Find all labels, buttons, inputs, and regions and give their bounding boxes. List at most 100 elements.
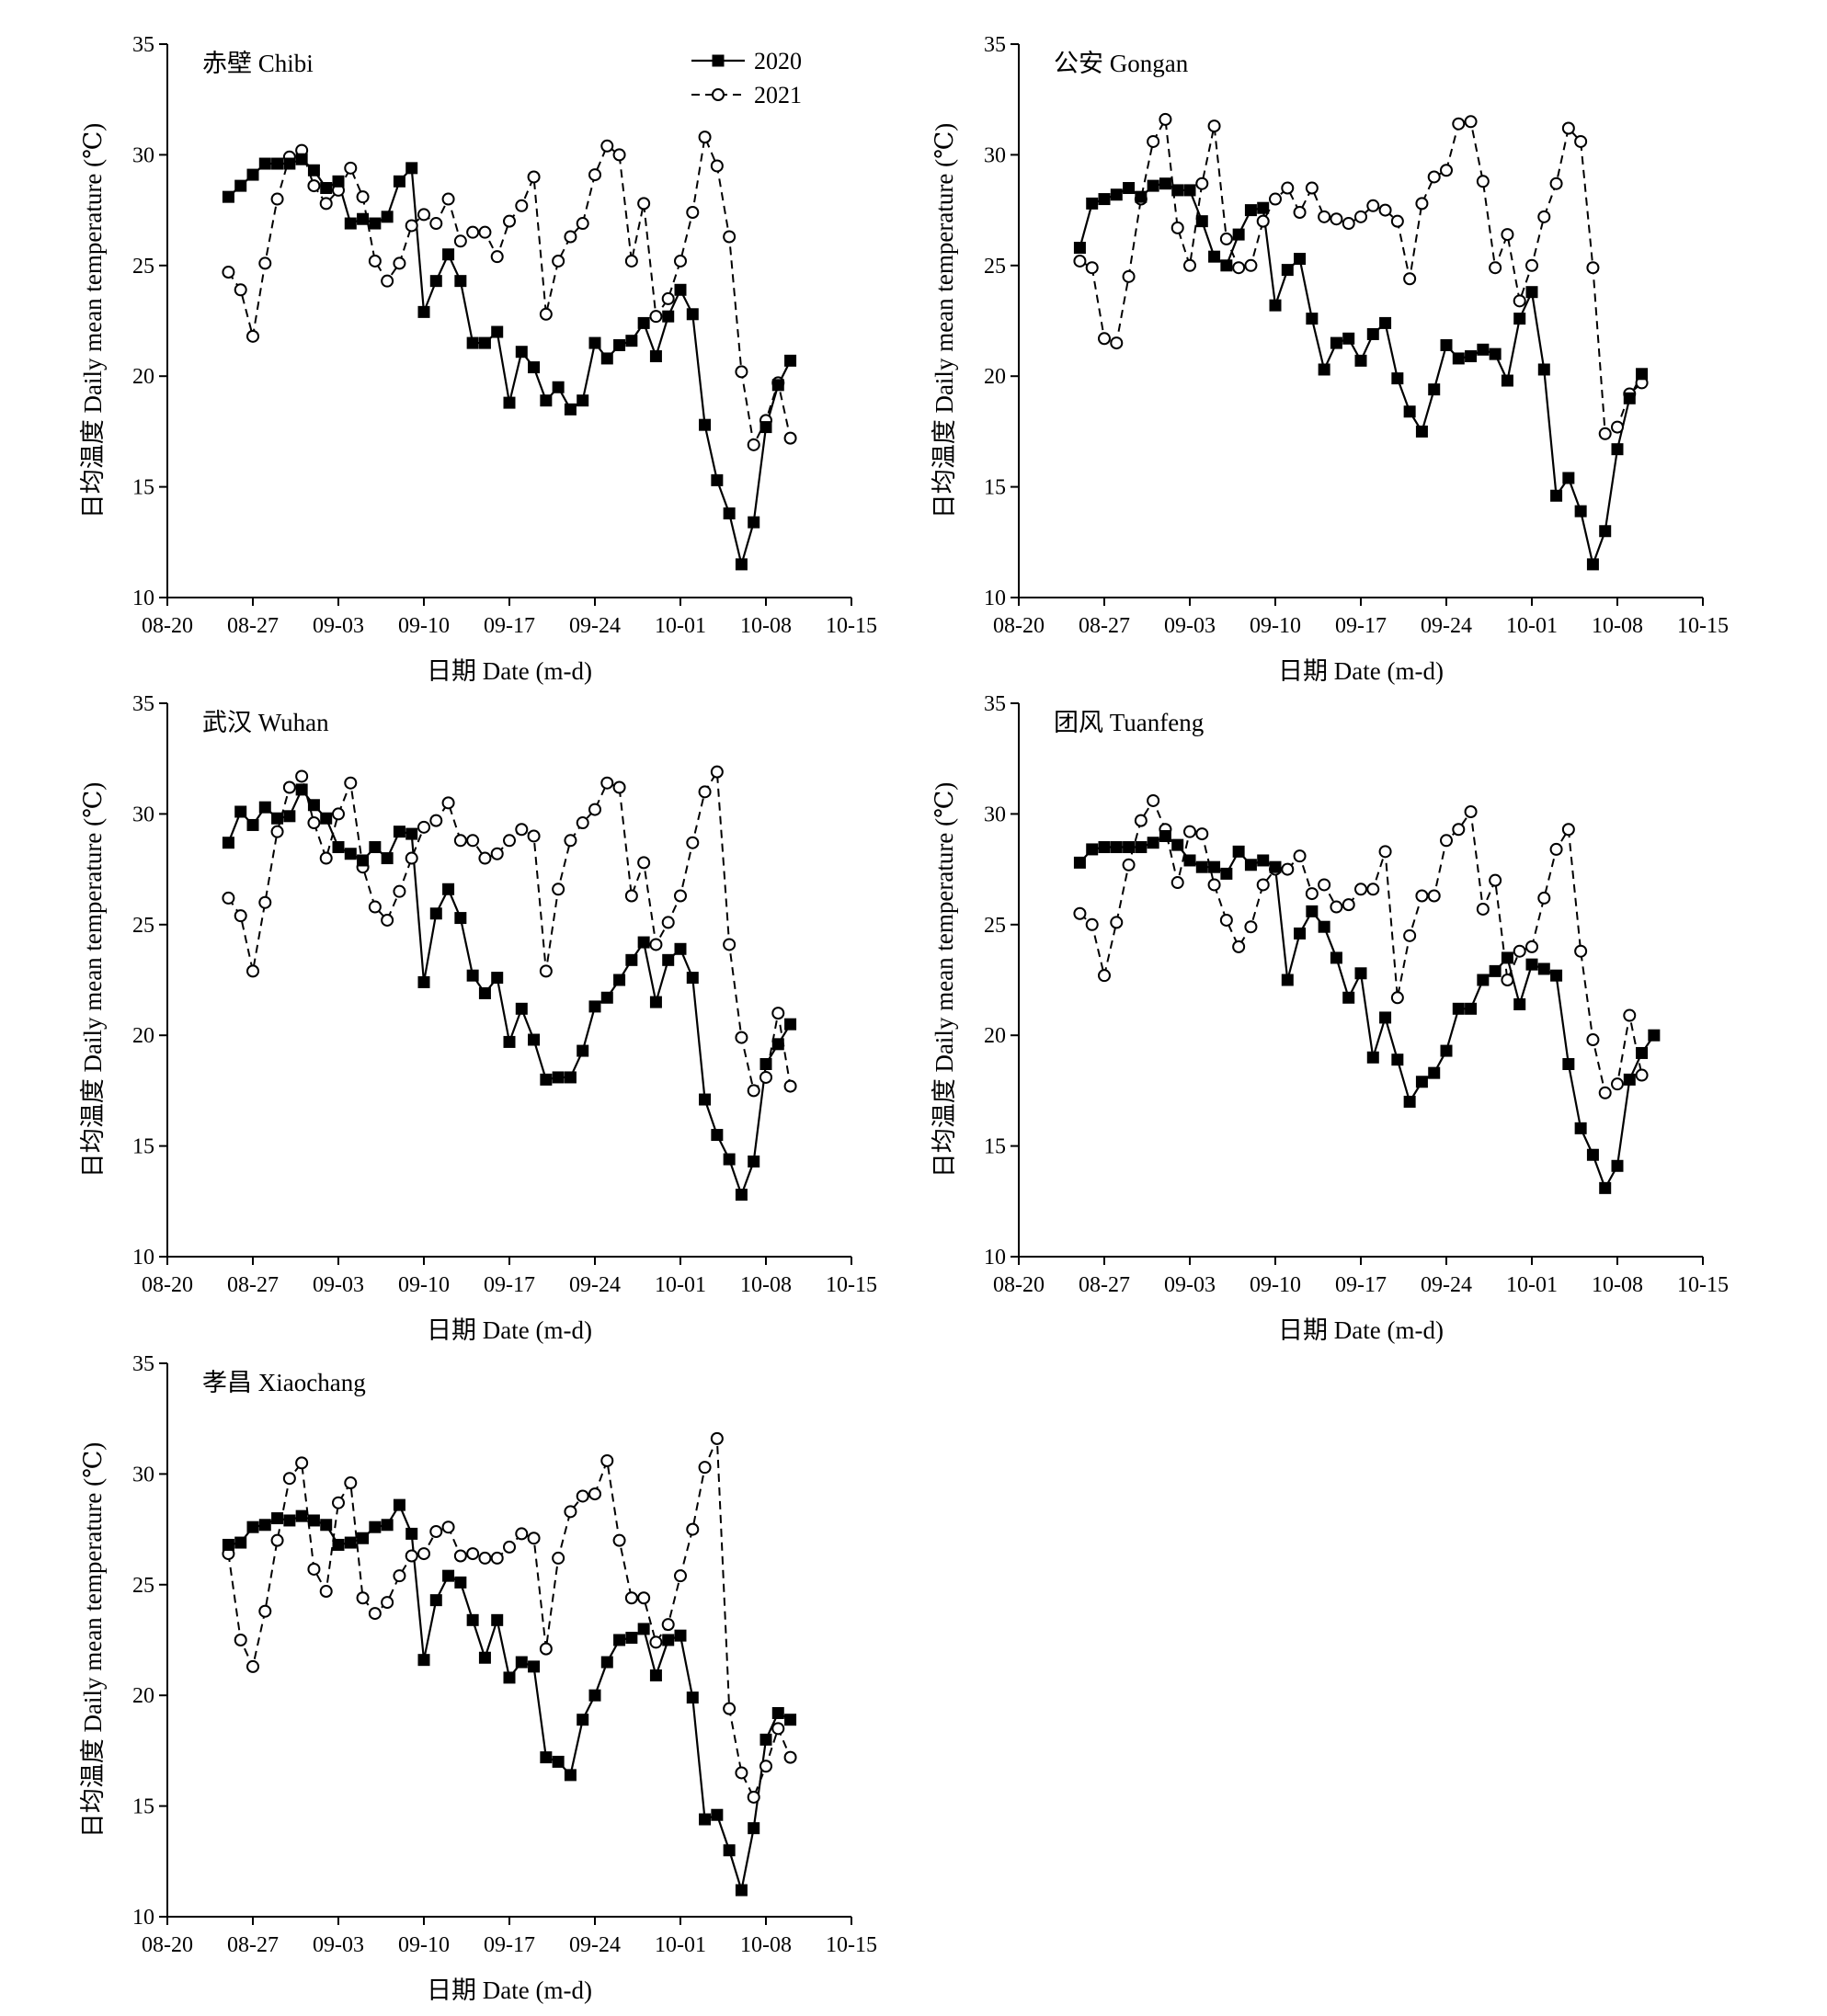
data-point-2021 bbox=[1390, 991, 1404, 1005]
data-point-2020 bbox=[1318, 363, 1330, 376]
data-point-2021 bbox=[612, 148, 626, 162]
data-point-2021 bbox=[576, 217, 589, 231]
data-point-2021 bbox=[759, 1070, 772, 1084]
data-point-2020 bbox=[1318, 920, 1330, 933]
data-point-2020 bbox=[369, 217, 382, 230]
data-point-2020 bbox=[246, 818, 259, 831]
data-point-2020 bbox=[540, 1073, 553, 1086]
data-point-2021 bbox=[282, 780, 296, 794]
y-tick-label: 35 bbox=[132, 1352, 154, 1376]
y-tick-label: 20 bbox=[132, 365, 154, 389]
y-tick-label: 35 bbox=[984, 33, 1006, 57]
data-point-2020 bbox=[1073, 856, 1086, 869]
data-point-2020 bbox=[515, 1002, 528, 1015]
data-point-2021 bbox=[1098, 969, 1111, 983]
data-point-2021 bbox=[515, 199, 529, 212]
data-point-2020 bbox=[1330, 951, 1342, 964]
data-point-2021 bbox=[588, 1487, 601, 1501]
data-point-2020 bbox=[771, 1038, 784, 1051]
data-point-2021 bbox=[393, 256, 406, 270]
data-point-2021 bbox=[1207, 878, 1221, 892]
data-point-2020 bbox=[1257, 201, 1270, 214]
data-point-2021 bbox=[1476, 175, 1490, 188]
data-point-2021 bbox=[1219, 913, 1233, 927]
data-point-2020 bbox=[649, 1669, 662, 1682]
data-point-2021 bbox=[1415, 197, 1429, 211]
data-point-2020 bbox=[1171, 184, 1184, 197]
y-tick-label: 35 bbox=[984, 692, 1006, 716]
data-point-2021 bbox=[429, 814, 443, 827]
data-point-2021 bbox=[1122, 269, 1136, 283]
data-point-2021 bbox=[624, 889, 638, 903]
data-point-2021 bbox=[723, 230, 737, 244]
data-point-2020 bbox=[1110, 841, 1123, 854]
data-point-2020 bbox=[674, 942, 687, 955]
data-point-2020 bbox=[686, 972, 699, 985]
data-point-2020 bbox=[771, 1706, 784, 1719]
data-point-2020 bbox=[1403, 405, 1416, 418]
data-point-2021 bbox=[1489, 873, 1502, 887]
data-point-2021 bbox=[1281, 181, 1295, 195]
data-point-2020 bbox=[1269, 860, 1282, 873]
data-point-2021 bbox=[1537, 210, 1551, 223]
data-point-2021 bbox=[1415, 889, 1429, 903]
data-point-2021 bbox=[1525, 940, 1538, 953]
x-tick-label: 10-15 bbox=[826, 1933, 877, 1957]
data-point-2021 bbox=[515, 823, 529, 837]
data-point-2021 bbox=[661, 1618, 675, 1632]
data-point-2020 bbox=[1098, 841, 1111, 854]
data-point-2020 bbox=[283, 810, 296, 823]
data-point-2021 bbox=[478, 1551, 492, 1565]
data-point-2020 bbox=[1342, 991, 1355, 1004]
data-point-2020 bbox=[528, 1033, 541, 1046]
data-point-2021 bbox=[1440, 834, 1453, 848]
data-point-2020 bbox=[246, 1521, 259, 1533]
data-point-2021 bbox=[234, 909, 247, 923]
data-point-2020 bbox=[1147, 179, 1159, 192]
data-point-2020 bbox=[1354, 967, 1367, 980]
data-point-2021 bbox=[417, 208, 430, 222]
x-tick-label: 09-17 bbox=[1335, 1273, 1387, 1297]
data-point-2020 bbox=[1159, 829, 1171, 842]
data-point-2021 bbox=[246, 1659, 259, 1673]
x-tick-label: 10-08 bbox=[740, 1273, 792, 1297]
data-point-2020 bbox=[295, 153, 308, 165]
data-point-2021 bbox=[674, 1569, 687, 1583]
data-point-2021 bbox=[1207, 120, 1221, 133]
data-point-2020 bbox=[735, 558, 748, 571]
data-point-2021 bbox=[1232, 940, 1246, 953]
panel-title: 孝昌 Xiaochang bbox=[202, 1369, 366, 1396]
x-tick-label: 08-27 bbox=[227, 614, 279, 638]
data-point-2020 bbox=[1452, 352, 1465, 365]
data-point-2021 bbox=[539, 307, 553, 321]
data-point-2020 bbox=[1183, 854, 1196, 867]
data-point-2020 bbox=[344, 217, 357, 230]
y-tick-label: 30 bbox=[132, 143, 154, 167]
data-point-2021 bbox=[405, 1549, 418, 1563]
series-line-2020 bbox=[227, 787, 792, 1198]
data-point-2020 bbox=[771, 379, 784, 392]
data-point-2020 bbox=[1123, 841, 1136, 854]
data-point-2020 bbox=[381, 1519, 394, 1532]
data-point-2021 bbox=[552, 1551, 565, 1565]
data-point-2021 bbox=[1611, 420, 1624, 434]
data-point-2021 bbox=[698, 785, 712, 799]
data-point-2021 bbox=[600, 139, 614, 153]
data-point-2021 bbox=[771, 1007, 785, 1020]
data-point-2021 bbox=[1293, 849, 1307, 863]
x-tick-label: 09-24 bbox=[1421, 614, 1472, 638]
data-point-2021 bbox=[466, 834, 480, 848]
data-point-2021 bbox=[417, 1547, 430, 1561]
data-point-2020 bbox=[649, 996, 662, 1008]
data-point-2021 bbox=[1170, 876, 1184, 890]
data-point-2020 bbox=[271, 812, 284, 825]
data-point-2020 bbox=[393, 1498, 405, 1511]
data-point-2020 bbox=[258, 801, 271, 814]
data-point-2021 bbox=[1586, 261, 1600, 275]
data-point-2020 bbox=[1208, 860, 1221, 873]
data-point-2020 bbox=[1257, 854, 1270, 867]
data-point-2021 bbox=[1403, 272, 1417, 286]
data-point-2020 bbox=[332, 841, 345, 854]
data-point-2020 bbox=[466, 336, 479, 349]
data-point-2021 bbox=[1318, 210, 1331, 223]
